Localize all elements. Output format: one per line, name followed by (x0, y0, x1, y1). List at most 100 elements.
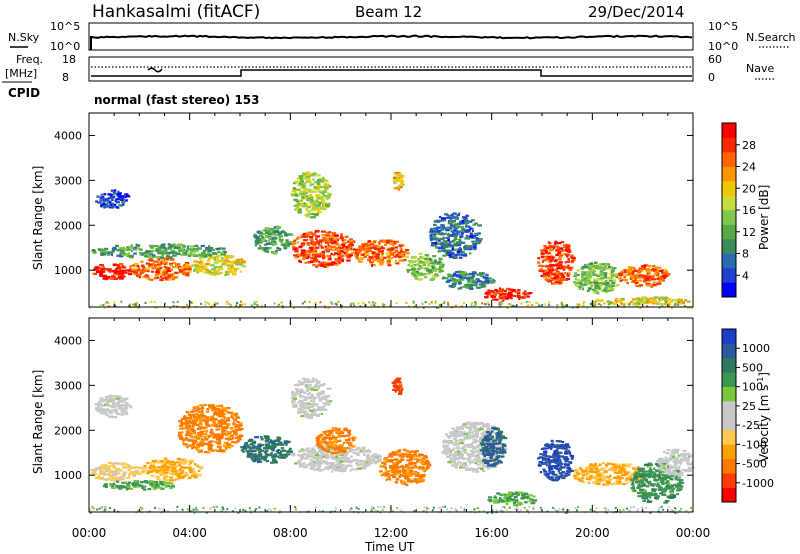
power-echo-cell (553, 277, 556, 280)
power-echo-cell (457, 250, 460, 253)
power-echo-cell (669, 300, 674, 303)
power-echo-cell (324, 245, 327, 248)
power-echo-cell (304, 213, 308, 216)
power-echo-cell (156, 247, 162, 250)
power-echo-cell (317, 174, 321, 177)
velocity-echo-cell (339, 460, 344, 463)
power-echo-cell (135, 244, 141, 247)
power-echo-cell (271, 228, 274, 231)
power-echo-cell (167, 246, 173, 249)
velocity-echo-cell (97, 403, 101, 406)
velocity-echo-cell (174, 465, 178, 468)
power-echo-cell (613, 279, 617, 282)
velocity-echo-cell (291, 394, 294, 397)
power-echo-cell (295, 200, 299, 203)
power-near-range-cell (150, 301, 153, 304)
power-near-range-cell (600, 304, 602, 306)
velocity-echo-cell (143, 488, 147, 491)
power-echo-cell (401, 259, 405, 262)
velocity-echo-cell (189, 416, 192, 419)
velocity-echo-cell (306, 449, 311, 453)
power-echo-cell (272, 237, 278, 240)
velocity-echo-cell (274, 453, 278, 456)
velocity-echo-cell (222, 422, 227, 425)
velocity-echo-cell (326, 448, 331, 451)
power-echo-cell (605, 282, 610, 285)
velocity-echo-cell (319, 450, 322, 453)
power-echo-cell (594, 282, 599, 285)
power-echo-cell (652, 281, 656, 284)
power-near-range-cell (230, 304, 233, 307)
power-echo-cell (632, 302, 636, 305)
power-near-range-cell (603, 302, 606, 305)
power-echo-cell (99, 252, 103, 255)
power-echo-cell (120, 196, 123, 199)
power-near-range-cell (653, 300, 656, 303)
velocity-echo-cell (310, 395, 315, 398)
power-echo-region (428, 212, 483, 259)
power-echo-cell (478, 238, 483, 241)
power-echo-cell (330, 245, 336, 248)
power-echo-cell (463, 276, 469, 279)
velocity-echo-cell (168, 486, 173, 490)
power-echo-cell (560, 265, 565, 268)
power-echo-cell (208, 245, 211, 248)
power-echo-region (441, 270, 496, 290)
power-echo-cell (451, 213, 454, 217)
power-near-range-cell (236, 302, 239, 305)
velocity-echo-cell (218, 415, 222, 418)
power-echo-cell (344, 245, 349, 249)
power-echo-cell (567, 274, 570, 277)
power-echo-cell (635, 276, 641, 279)
power-echo-cell (154, 260, 158, 264)
velocity-echo-cell (180, 427, 185, 430)
velocity-echo-cell (177, 434, 182, 437)
power-echo-cell (161, 271, 165, 274)
power-echo-cell (170, 248, 173, 252)
power-echo-cell (557, 277, 562, 280)
power-echo-cell (472, 243, 476, 246)
velocity-echo-cell (146, 472, 150, 475)
power-echo-cell (509, 288, 514, 291)
power-echo-cell (233, 270, 237, 273)
velocity-echo-cell (113, 410, 118, 413)
power-echo-cell (437, 220, 441, 223)
velocity-echo-cell (134, 480, 138, 483)
velocity-echo-cell (219, 410, 224, 413)
power-echo-cell (649, 297, 654, 300)
power-echo-cell (210, 255, 215, 258)
velocity-echo-cell (155, 471, 160, 474)
power-echo-cell (200, 244, 205, 248)
power-near-range-cell (528, 301, 531, 304)
velocity-echo-cell (324, 467, 329, 470)
velocity-echo-cell (264, 437, 270, 440)
power-near-range-cell (543, 303, 546, 306)
power-echo-cell (447, 279, 452, 282)
power-echo-cell (593, 278, 599, 281)
power-echo-cell (314, 255, 317, 258)
power-echo-cell (173, 251, 177, 254)
power-echo-cell (590, 285, 593, 288)
power-echo-cell (468, 235, 474, 238)
power-near-range-cell (327, 306, 330, 309)
velocity-echo-cell (160, 487, 165, 490)
power-echo-cell (340, 233, 343, 236)
power-colorbar-tick-label: 24 (742, 161, 756, 174)
power-echo-cell (401, 250, 406, 254)
velocity-echo-cell (310, 448, 316, 451)
power-near-range-cell (172, 304, 175, 307)
power-near-range-cell (314, 302, 317, 305)
velocity-echo-cell (99, 470, 104, 473)
power-echo-cell (332, 238, 338, 241)
power-echo-cell (384, 243, 388, 246)
power-echo-cell (155, 265, 160, 268)
power-near-range-cell (677, 304, 680, 306)
power-echo-cell (572, 281, 577, 284)
velocity-echo-cell (302, 391, 305, 394)
velocity-echo-cell (315, 439, 319, 442)
velocity-echo-cell (337, 439, 342, 442)
velocity-echo-cell (216, 408, 221, 411)
power-echo-cell (116, 193, 122, 196)
power-near-range-cell (89, 306, 92, 309)
velocity-echo-cell (220, 450, 226, 453)
